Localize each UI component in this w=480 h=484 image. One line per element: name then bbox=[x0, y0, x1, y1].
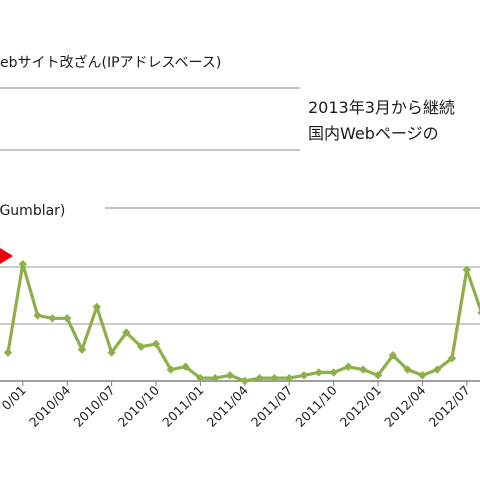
data-point bbox=[359, 365, 368, 374]
x-tick-label: 2010/10 bbox=[115, 382, 162, 429]
x-tick-label: 0/01 bbox=[0, 383, 29, 413]
data-point bbox=[433, 365, 442, 374]
data-point bbox=[477, 310, 480, 316]
x-tick-label: 2011/10 bbox=[292, 382, 339, 429]
data-point bbox=[48, 314, 57, 323]
x-tick-label: 2011/01 bbox=[159, 383, 206, 430]
data-point bbox=[270, 373, 279, 383]
series-line bbox=[6, 262, 480, 383]
x-tick-label: 2012/07 bbox=[426, 383, 473, 430]
data-point bbox=[166, 365, 175, 374]
data-point bbox=[211, 373, 220, 383]
data-point bbox=[77, 345, 87, 354]
data-point bbox=[225, 371, 235, 380]
annotation-line-1: 2013年3月から継続 bbox=[308, 98, 455, 117]
data-point bbox=[151, 339, 161, 349]
data-point bbox=[299, 371, 309, 380]
data-point bbox=[18, 259, 27, 269]
data-series bbox=[3, 259, 480, 386]
chart-title: ebサイト改ざん(IPアドレスベース) bbox=[0, 54, 221, 71]
data-point bbox=[447, 354, 457, 363]
data-point bbox=[240, 376, 249, 386]
data-point bbox=[388, 351, 397, 360]
data-point bbox=[122, 328, 131, 337]
data-point bbox=[314, 368, 323, 377]
data-point bbox=[373, 371, 383, 380]
data-point bbox=[107, 348, 116, 357]
data-point bbox=[92, 302, 101, 312]
gridlines bbox=[0, 266, 480, 325]
red-arrow-marker bbox=[0, 248, 13, 264]
x-tick-label: 2010/07 bbox=[70, 383, 117, 430]
data-point bbox=[3, 348, 13, 357]
x-tick-label: 2012/04 bbox=[381, 382, 428, 429]
x-tick-label: 2010/04 bbox=[26, 382, 73, 429]
data-point bbox=[285, 373, 294, 383]
data-point bbox=[181, 362, 190, 371]
data-point bbox=[33, 311, 42, 320]
series-label: (Gumblar) bbox=[0, 203, 65, 219]
data-point bbox=[196, 373, 205, 383]
x-tick-label: 2011/04 bbox=[204, 382, 251, 429]
data-point bbox=[344, 362, 353, 371]
annotation-line-2: 国内Webページの bbox=[308, 124, 439, 143]
data-point bbox=[255, 373, 264, 383]
data-point bbox=[403, 365, 412, 374]
data-point bbox=[329, 368, 338, 377]
data-point bbox=[137, 342, 146, 351]
data-point bbox=[462, 265, 471, 275]
data-point bbox=[63, 314, 72, 323]
x-tick-label: 2011/07 bbox=[248, 383, 295, 430]
x-tick-label: 2012/01 bbox=[337, 383, 384, 430]
data-point bbox=[418, 371, 427, 380]
x-axis-labels: 0/012010/042010/072010/102011/012011/042… bbox=[0, 382, 473, 430]
